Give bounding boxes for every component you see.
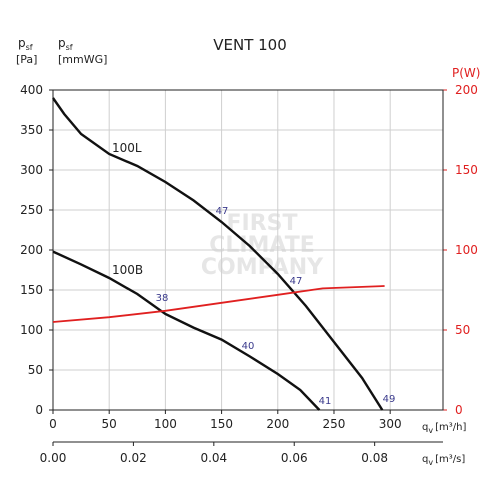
series-line [52, 97, 384, 411]
x-tick-label: 100 [154, 417, 177, 431]
watermark: FIRST [226, 211, 297, 236]
y-label-unit: [Pa] [16, 53, 37, 66]
x-tick-label: 300 [379, 417, 402, 431]
annotation: 47 [290, 276, 303, 287]
y-label-alt-sub: sf [66, 43, 73, 52]
y-label-symbol: p [18, 36, 26, 50]
y2-tick-label: 150 [455, 163, 478, 177]
chart-title: VENT 100 [213, 36, 287, 54]
x2-label-unit: [m³/s] [435, 454, 465, 465]
series-line [52, 285, 385, 323]
x2-tick-label: 0.00 [40, 451, 67, 465]
y2-tick-label: 50 [455, 323, 470, 337]
y-tick-label: 50 [28, 363, 43, 377]
y-tick-label: 250 [20, 203, 43, 217]
plot-frame [52, 89, 444, 411]
watermark: CLIMATE [209, 233, 315, 258]
x-tick-label: 200 [266, 417, 289, 431]
annotation: 41 [319, 396, 332, 407]
y-tick-label: 200 [20, 243, 43, 257]
y-label: psf [18, 36, 33, 52]
y-label-alt-unit: [mmWG] [58, 53, 107, 66]
y-label-sub: sf [26, 43, 33, 52]
series-label: 100L [112, 141, 142, 155]
y-tick-label: 150 [20, 283, 43, 297]
x2-tick-label: 0.04 [200, 451, 227, 465]
y-label-alt: psf [58, 36, 73, 52]
x-tick-label: 250 [323, 417, 346, 431]
annotation: 40 [242, 341, 255, 352]
y-label-alt-symbol: p [58, 36, 66, 50]
y-tick-label: 0 [35, 403, 43, 417]
y-tick-label: 350 [20, 123, 43, 137]
x-label-symbol: q [422, 422, 428, 433]
x2-label: qv [m³/s] [422, 454, 465, 467]
y-tick-label: 400 [20, 83, 43, 97]
x-label: qv [m³/h] [422, 422, 466, 435]
x-label-unit: [m³/h] [435, 422, 466, 433]
y2-tick-label: 200 [455, 83, 478, 97]
y2-tick-label: 0 [455, 403, 463, 417]
x-tick-label: 0 [49, 417, 57, 431]
x2-label-symbol: q [422, 454, 428, 465]
x2-tick-label: 0.08 [361, 451, 388, 465]
series-line [52, 250, 321, 411]
annotation: 38 [156, 293, 169, 304]
x-tick-label: 50 [102, 417, 117, 431]
annotation: 47 [216, 206, 229, 217]
y-tick-label: 300 [20, 163, 43, 177]
x2-tick-label: 0.06 [281, 451, 308, 465]
x-label-sub: v [428, 426, 433, 435]
x-tick-label: 150 [210, 417, 233, 431]
x2-tick-label: 0.02 [120, 451, 147, 465]
annotation: 49 [383, 394, 396, 405]
series-label: 100B [112, 263, 143, 277]
x2-label-sub: v [428, 458, 433, 467]
y-tick-label: 100 [20, 323, 43, 337]
y2-label: P(W) [452, 66, 480, 80]
y2-tick-label: 100 [455, 243, 478, 257]
